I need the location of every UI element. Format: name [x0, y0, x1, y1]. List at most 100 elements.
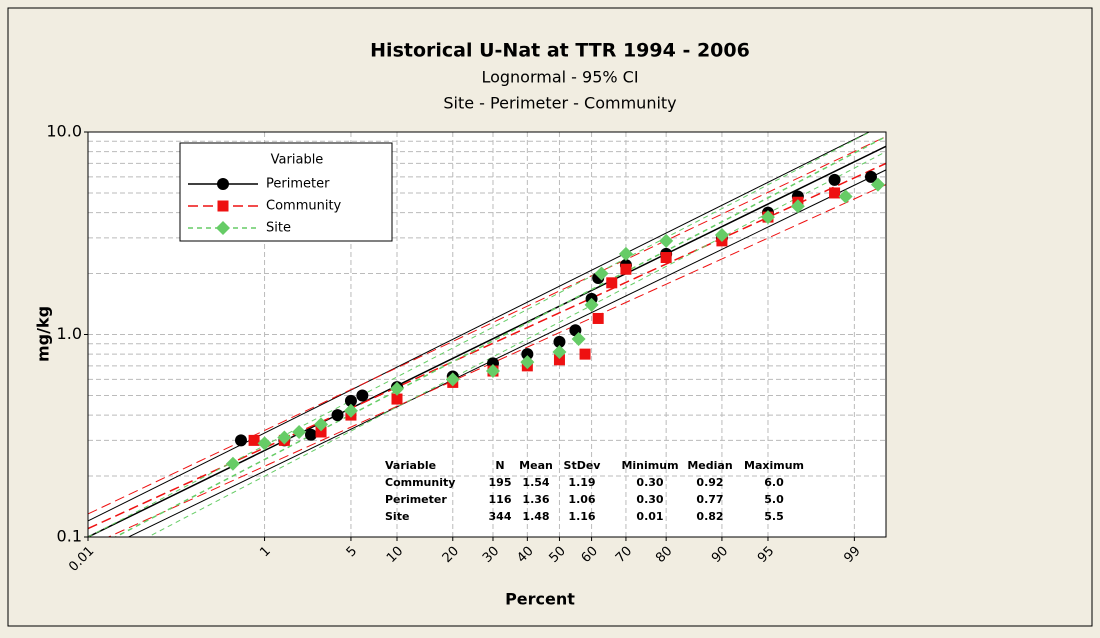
legend-marker [216, 221, 230, 235]
table-header: Maximum [744, 459, 804, 472]
table-cell: 1.54 [522, 476, 549, 489]
table-cell: 1.19 [568, 476, 595, 489]
legend-box [179, 142, 393, 242]
x-tick-label: 20 [440, 544, 462, 566]
point [292, 425, 307, 440]
point [277, 430, 292, 445]
point [714, 227, 729, 242]
legend: Variable Perimeter Community Site [179, 142, 393, 242]
table-cell: Site [385, 510, 409, 523]
x-tick-label: 70 [613, 544, 635, 566]
point [485, 364, 500, 379]
legend-title: Variable [271, 153, 324, 168]
points [225, 170, 885, 471]
table-header: N [495, 459, 504, 472]
point [356, 389, 369, 402]
table-header: Median [687, 459, 732, 472]
point [389, 381, 404, 396]
fit-line [88, 136, 886, 515]
point [659, 233, 674, 248]
table-cell: 0.30 [636, 493, 663, 506]
x-tick-label: 99 [841, 544, 863, 566]
chart-title: Historical U-Nat at TTR 1994 - 2006 [370, 40, 750, 62]
x-tick-label: 0.01 [66, 544, 97, 575]
table-cell: 6.0 [764, 476, 784, 489]
point [314, 417, 329, 432]
table-cell: 116 [489, 493, 512, 506]
fit-line [146, 151, 886, 537]
table-cell: Perimeter [385, 493, 447, 506]
fit-line [113, 135, 886, 537]
table-header: Minimum [621, 459, 678, 472]
table-cell: 0.30 [636, 476, 663, 489]
table-cell: 0.82 [696, 510, 723, 523]
frame [7, 7, 1093, 627]
legend-label: Site [266, 221, 291, 236]
point [248, 434, 260, 446]
table-cell: 5.5 [764, 510, 784, 523]
point [838, 189, 853, 204]
x-tick-label: 60 [579, 544, 601, 566]
x-tick-label: 95 [755, 544, 777, 566]
point [594, 266, 609, 281]
point [315, 426, 327, 438]
point [620, 263, 632, 275]
point [579, 348, 591, 360]
point [553, 335, 566, 348]
fit-line [107, 184, 886, 537]
table-header: Variable [385, 459, 436, 472]
point [304, 428, 317, 441]
table-header: StDev [564, 459, 602, 472]
table-cell: 5.0 [764, 493, 784, 506]
x-axis-label: Percent [505, 590, 575, 609]
point [257, 436, 272, 451]
x-tick-label: 40 [514, 544, 536, 566]
point [344, 394, 357, 407]
point [760, 210, 775, 225]
table-cell: 1.06 [568, 493, 595, 506]
table-cell: 1.36 [522, 493, 549, 506]
table-cell: 344 [489, 510, 512, 523]
x-tick-label: 5 [344, 544, 360, 560]
point [829, 187, 841, 199]
point [234, 434, 247, 447]
point [660, 252, 672, 264]
fit-line [88, 132, 871, 537]
point [571, 332, 586, 347]
x-tick-label: 10 [384, 544, 406, 566]
chart-subtitle: Site - Perimeter - Community [443, 94, 676, 113]
point [225, 456, 240, 471]
fit-line [88, 132, 871, 522]
x-tick-label: 30 [480, 544, 502, 566]
point [343, 403, 358, 418]
stats-table: Variable N Mean StDev Minimum Median Maximum Co… [385, 459, 804, 523]
legend-label: Community [266, 199, 342, 214]
x-tick-label: 50 [546, 544, 568, 566]
table-cell: 195 [489, 476, 512, 489]
fit-line [88, 145, 886, 537]
point [391, 393, 403, 405]
legend-marker [217, 200, 229, 212]
y-tick-label: 10.0 [46, 122, 82, 141]
legend-label: Perimeter [266, 177, 330, 192]
chart-subtitle: Lognormal - 95% CI [481, 68, 638, 87]
table-header: Mean [519, 459, 553, 472]
x-tick-label: 1 [257, 544, 273, 560]
point [552, 344, 567, 359]
point [445, 372, 460, 387]
point [870, 177, 885, 192]
table-cell: 0.92 [696, 476, 723, 489]
point [790, 199, 805, 214]
table-cell: Community [385, 476, 455, 489]
point [331, 409, 344, 422]
table-cell: 0.01 [636, 510, 663, 523]
x-tick-label: 90 [709, 544, 731, 566]
y-axis-label: mg/kg [34, 306, 53, 362]
table-cell: 1.48 [522, 510, 549, 523]
point [618, 246, 633, 261]
point [521, 348, 534, 361]
point [520, 355, 535, 370]
y-tick-label: 1.0 [57, 324, 82, 343]
table-cell: 0.77 [696, 493, 723, 506]
